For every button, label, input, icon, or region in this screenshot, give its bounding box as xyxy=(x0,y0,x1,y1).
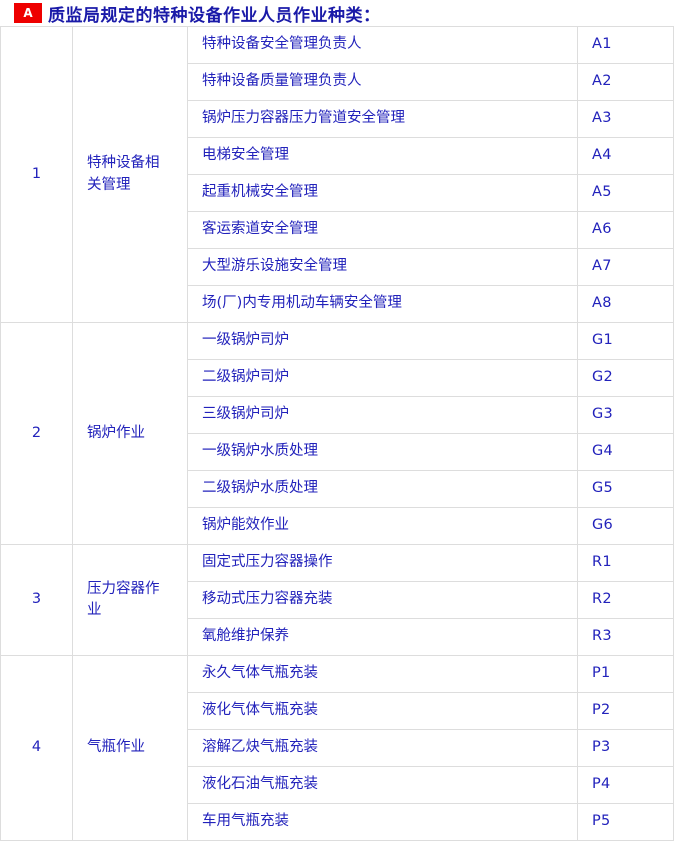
table-row: 1 特种设备相关管理 特种设备安全管理负责人 A1 xyxy=(0,26,674,323)
occupation-code-cell: G5 xyxy=(577,470,674,508)
table-row: 溶解乙炔气瓶充装 P3 xyxy=(1,729,674,767)
occupation-code-cell: G1 xyxy=(577,322,674,360)
occupation-code-cell: A1 xyxy=(577,26,674,64)
occupation-code-cell: R1 xyxy=(577,544,674,582)
occupation-name-cell: 锅炉压力容器压力管道安全管理 xyxy=(187,100,578,138)
occupation-name-cell: 客运索道安全管理 xyxy=(187,211,578,249)
occupation-code-cell: R3 xyxy=(577,618,674,656)
table-row: 液化石油气瓶充装 P4 xyxy=(1,766,674,804)
table-row: 客运索道安全管理 A6 xyxy=(1,211,674,249)
table-row: 移动式压力容器充装 R2 xyxy=(1,581,674,619)
occupation-name-cell: 车用气瓶充装 xyxy=(187,803,578,841)
occupation-code-cell: A6 xyxy=(577,211,674,249)
table-row: 三级锅炉司炉 G3 xyxy=(1,396,674,434)
occupation-name-cell: 液化气体气瓶充装 xyxy=(187,692,578,730)
group-name-cell: 锅炉作业 xyxy=(72,322,188,545)
occupation-name-cell: 三级锅炉司炉 xyxy=(187,396,578,434)
occupation-name-cell: 氧舱维护保养 xyxy=(187,618,578,656)
table-row: 4 气瓶作业 永久气体气瓶充装 P1 xyxy=(0,655,674,841)
group-index-cell: 2 xyxy=(0,322,73,545)
occupation-code-cell: G2 xyxy=(577,359,674,397)
occupation-code-cell: P1 xyxy=(577,655,674,693)
occupation-code-cell: G6 xyxy=(577,507,674,545)
table-body: 1 特种设备相关管理 特种设备安全管理负责人 A1 特种设备质量管理负责人 A2 锅炉压力容… xyxy=(0,26,674,841)
occupation-name-cell: 固定式压力容器操作 xyxy=(187,544,578,582)
occupation-code-cell: P2 xyxy=(577,692,674,730)
table-row: 氧舱维护保养 R3 xyxy=(1,618,674,656)
occupation-name-cell: 二级锅炉司炉 xyxy=(187,359,578,397)
table-row: 2 锅炉作业 一级锅炉司炉 G1 xyxy=(0,322,674,545)
table-row: 锅炉压力容器压力管道安全管理 A3 xyxy=(1,100,674,138)
table-row: 起重机械安全管理 A5 xyxy=(1,174,674,212)
group-index-cell: 1 xyxy=(0,26,73,323)
table-row: 特种设备质量管理负责人 A2 xyxy=(1,63,674,101)
table-row: 液化气体气瓶充装 P2 xyxy=(1,692,674,730)
occupation-name-cell: 液化石油气瓶充装 xyxy=(187,766,578,804)
group-index-cell: 4 xyxy=(0,655,73,841)
occupation-name-cell: 场(厂)内专用机动车辆安全管理 xyxy=(187,285,578,323)
occupation-name-cell: 特种设备安全管理负责人 xyxy=(187,26,578,64)
table-row: 3 压力容器作业 固定式压力容器操作 R1 xyxy=(0,544,674,656)
occupation-code-cell: P4 xyxy=(577,766,674,804)
group-name-cell: 气瓶作业 xyxy=(72,655,188,841)
occupation-code-cell: P5 xyxy=(577,803,674,841)
table-row: 大型游乐设施安全管理 A7 xyxy=(1,248,674,286)
occupation-name-cell: 起重机械安全管理 xyxy=(187,174,578,212)
occupation-name-cell: 锅炉能效作业 xyxy=(187,507,578,545)
occupation-code-cell: A7 xyxy=(577,248,674,286)
occupation-name-cell: 溶解乙炔气瓶充装 xyxy=(187,729,578,767)
occupation-name-cell: 移动式压力容器充装 xyxy=(187,581,578,619)
occupation-code-cell: P3 xyxy=(577,729,674,767)
occupation-name-cell: 一级锅炉司炉 xyxy=(187,322,578,360)
occupation-code-cell: G3 xyxy=(577,396,674,434)
table-row: 电梯安全管理 A4 xyxy=(1,137,674,175)
occupation-code-cell: A8 xyxy=(577,285,674,323)
occupation-code-cell: A4 xyxy=(577,137,674,175)
occupation-name-cell: 电梯安全管理 xyxy=(187,137,578,175)
table-row: 二级锅炉水质处理 G5 xyxy=(1,470,674,508)
occupation-code-cell: A3 xyxy=(577,100,674,138)
occupation-code-cell: R2 xyxy=(577,581,674,619)
section-badge-a: A xyxy=(14,3,42,23)
occupation-name-cell: 永久气体气瓶充装 xyxy=(187,655,578,693)
table-row: 锅炉能效作业 G6 xyxy=(1,507,674,545)
occupation-name-cell: 特种设备质量管理负责人 xyxy=(187,63,578,101)
occupation-categories-table: 1 特种设备相关管理 特种设备安全管理负责人 A1 特种设备质量管理负责人 A2 锅炉压力容… xyxy=(0,26,674,841)
table-row: 一级锅炉水质处理 G4 xyxy=(1,433,674,471)
occupation-code-cell: G4 xyxy=(577,433,674,471)
table-row: 二级锅炉司炉 G2 xyxy=(1,359,674,397)
group-index-cell: 3 xyxy=(0,544,73,656)
page-header: A 质监局规定的特种设备作业人员作业种类： xyxy=(0,0,689,26)
occupation-name-cell: 二级锅炉水质处理 xyxy=(187,470,578,508)
group-name-cell: 特种设备相关管理 xyxy=(72,26,188,323)
group-name-cell: 压力容器作业 xyxy=(72,544,188,656)
table-row: 场(厂)内专用机动车辆安全管理 A8 xyxy=(1,285,674,323)
occupation-code-cell: A2 xyxy=(577,63,674,101)
occupation-name-cell: 一级锅炉水质处理 xyxy=(187,433,578,471)
categories-table-container: 1 特种设备相关管理 特种设备安全管理负责人 A1 特种设备质量管理负责人 A2 锅炉压力容… xyxy=(0,26,674,841)
occupation-code-cell: A5 xyxy=(577,174,674,212)
page-title: 质监局规定的特种设备作业人员作业种类： xyxy=(48,5,381,26)
occupation-name-cell: 大型游乐设施安全管理 xyxy=(187,248,578,286)
table-row: 车用气瓶充装 P5 xyxy=(1,803,674,841)
